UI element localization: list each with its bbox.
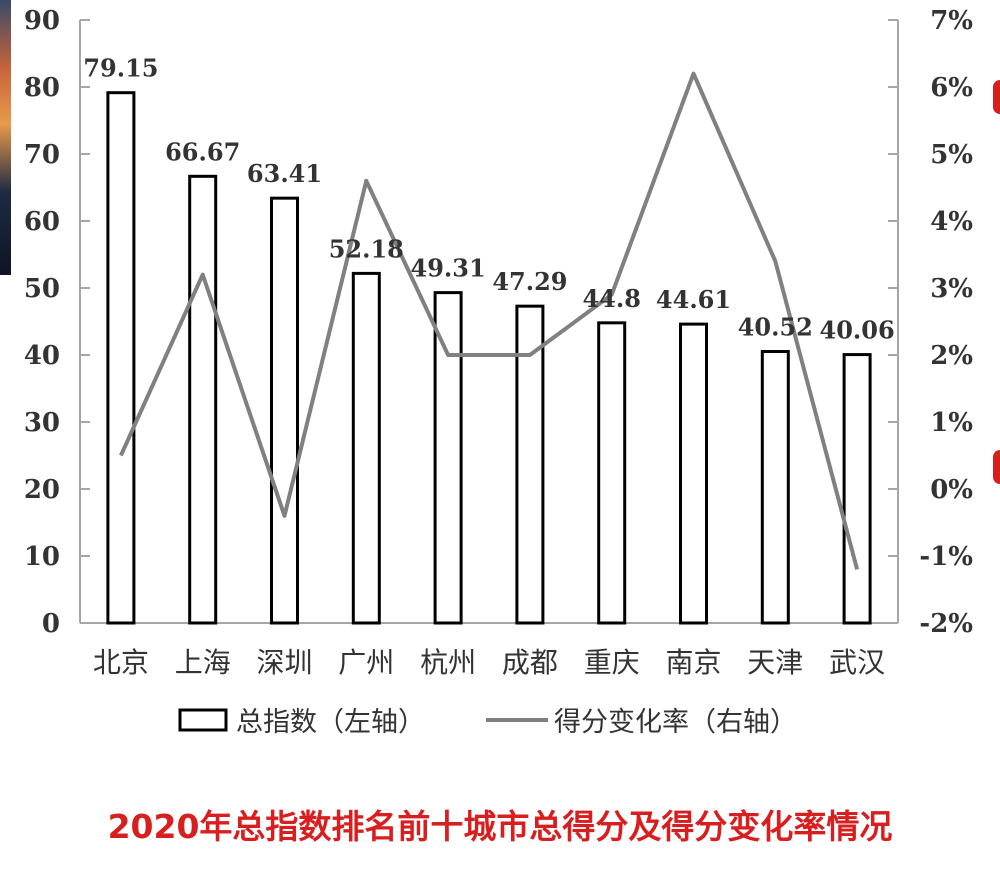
- legend-bar-swatch: [178, 708, 228, 732]
- change-rate-line: [119, 71, 860, 570]
- y-left-tick-label: 0: [42, 609, 60, 639]
- y-right-tick-label: 2%: [930, 341, 973, 371]
- bar-value-label: 44.61: [656, 285, 731, 314]
- right-edge-mark-bottom: [993, 450, 1000, 484]
- y-left-tick-label: 90: [24, 6, 60, 36]
- combo-chart: 0 10 20 30 40 50 60 70 80 90 -2% -1% 0% 1% 2% 3% 4% 5% 6% 7…: [24, 6, 973, 738]
- x-category-label: 深圳: [256, 646, 312, 679]
- bar-天津: [760, 350, 790, 625]
- bar-杭州: [433, 291, 463, 625]
- bar-上海: [188, 174, 218, 625]
- y-left-tick-label: 60: [24, 207, 60, 237]
- bar-value-label: 63.41: [247, 159, 322, 188]
- x-category-label: 广州: [338, 646, 394, 679]
- y-left-tick-label: 50: [24, 274, 60, 304]
- y-right-tick-label: 5%: [930, 140, 973, 170]
- y-right-tick-label: 0%: [930, 475, 973, 505]
- y-right-tick-label: 3%: [930, 274, 973, 304]
- legend-line-label: 得分变化率（右轴）: [554, 707, 797, 738]
- x-category-label: 南京: [665, 646, 721, 679]
- x-category-label: 武汉: [829, 646, 885, 679]
- chart-caption: 2020年总指数排名前十城市总得分及得分变化率情况: [107, 807, 893, 846]
- bar-value-label: 52.18: [329, 234, 404, 263]
- bar-南京: [679, 322, 708, 625]
- bar-value-label: 40.52: [738, 313, 813, 342]
- y-left-tick-label: 30: [24, 408, 60, 438]
- legend-bar-label: 总指数（左轴）: [236, 707, 425, 738]
- y-left-tick-label: 40: [24, 341, 60, 371]
- bar-value-label: 49.31: [411, 254, 486, 283]
- bar-重庆: [597, 321, 627, 625]
- y-right-tick-label: 4%: [930, 207, 973, 237]
- bar-value-label: 40.06: [820, 316, 895, 345]
- y-left-tick-label: 10: [24, 542, 60, 572]
- bar-广州: [351, 271, 381, 625]
- y-left-tick-label: 80: [24, 73, 60, 103]
- legend: 总指数（左轴） 得分变化率（右轴）: [178, 707, 797, 738]
- x-category-label: 重庆: [584, 646, 640, 679]
- x-category-label: 上海: [175, 646, 231, 679]
- x-category-label: 北京: [93, 646, 149, 679]
- y-right-tick-label: -2%: [919, 609, 973, 639]
- bar-value-label: 44.8: [582, 284, 640, 313]
- y-left-tick-label: 70: [24, 140, 60, 170]
- bar-武汉: [842, 353, 872, 625]
- bar-北京: [106, 91, 136, 625]
- left-edge-photo-strip: [0, 0, 11, 275]
- x-category-label: 天津: [747, 646, 803, 679]
- bar-深圳: [270, 196, 299, 625]
- y-right-tick-label: 6%: [930, 73, 973, 103]
- x-category-label: 杭州: [420, 646, 476, 679]
- y-right-tick-label: -1%: [919, 542, 973, 572]
- bar-成都: [515, 304, 545, 625]
- y-right-tick-label: 1%: [930, 408, 973, 438]
- bar-value-label: 79.15: [83, 54, 158, 83]
- bar-value-label: 66.67: [165, 137, 240, 166]
- bar-value-label: 47.29: [492, 267, 567, 296]
- y-right-tick-label: 7%: [930, 6, 973, 36]
- right-edge-mark-top: [993, 80, 1000, 114]
- x-category-label: 成都: [502, 646, 558, 679]
- y-left-tick-label: 20: [24, 475, 60, 505]
